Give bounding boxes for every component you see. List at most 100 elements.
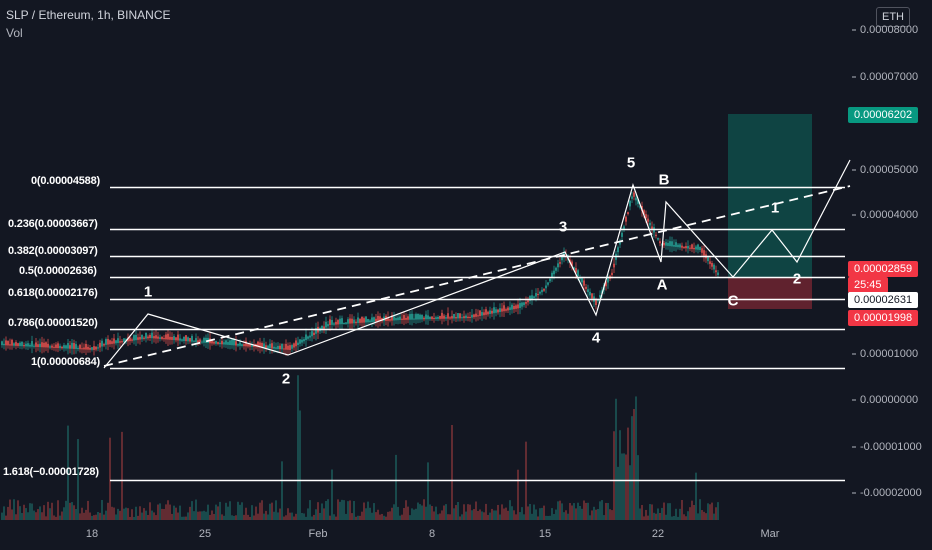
candle-body [297, 342, 299, 345]
candle-body [49, 346, 51, 348]
volume-bar [575, 508, 577, 520]
position-zones[interactable] [728, 114, 812, 309]
candle-body [491, 310, 493, 314]
symbol-title[interactable]: SLP / Ethereum, 1h, BINANCE [6, 8, 171, 22]
long-position-stop-zone[interactable] [728, 277, 812, 309]
volume-bar [545, 515, 547, 520]
volume-bar [531, 513, 533, 520]
volume-bar [111, 506, 113, 520]
volume-bar [201, 511, 203, 520]
volume-bar [493, 510, 495, 520]
candle-body [159, 337, 161, 339]
candle-body [163, 338, 165, 340]
candle-body [113, 338, 115, 344]
volume-bar [145, 510, 147, 520]
volume-bar [623, 453, 625, 520]
candle-body [419, 314, 421, 320]
candle-body [21, 341, 23, 347]
candle-body [183, 336, 185, 341]
volume-bar [489, 512, 491, 520]
target-price-tag: 0.00006202 [848, 107, 919, 123]
candle-body [327, 324, 329, 327]
volume-bar [401, 514, 403, 520]
candle-body [543, 288, 545, 291]
volume-bar [161, 508, 163, 520]
volume-bar [395, 454, 397, 520]
volume-bar [351, 513, 353, 520]
candle-body [607, 276, 609, 283]
volume-bar [327, 499, 329, 520]
volume-bar [495, 510, 497, 520]
dashed-trend-line[interactable] [103, 185, 851, 367]
candle-body [267, 345, 269, 349]
volume-bar [517, 469, 519, 520]
volume-bar [251, 505, 253, 520]
volume-bar [303, 513, 305, 520]
volume-bar [467, 504, 469, 520]
wave-label: 1 [770, 199, 780, 217]
volume-bar [225, 502, 227, 520]
candle-body [681, 245, 683, 248]
trend-drawings[interactable] [103, 159, 851, 369]
volume-bar [509, 500, 511, 520]
candle-body [709, 261, 711, 264]
candle-body [189, 338, 191, 342]
volume-bar [9, 499, 11, 520]
volume-indicator-label[interactable]: Vol [6, 26, 23, 40]
volume-bar [291, 512, 293, 520]
candle-body [59, 345, 61, 349]
price-axis-label: 0.00008000 [860, 24, 919, 36]
candle-body [213, 341, 215, 344]
volume-bar [7, 506, 9, 520]
fib-level-label: 0.236(0.00003667) [8, 218, 98, 230]
candle-body [489, 310, 491, 314]
volume-bar [497, 504, 499, 520]
candle-body [153, 336, 155, 339]
candle-body [667, 242, 669, 246]
candle-body [47, 343, 49, 348]
wave-label: 2 [281, 370, 291, 388]
volume-bar [675, 508, 677, 520]
candle-body [117, 338, 119, 343]
volume-bar [591, 510, 593, 520]
long-position-target-zone[interactable] [728, 114, 812, 277]
volume-bar [407, 506, 409, 520]
price-axis-ticks [852, 29, 856, 494]
candle-body [67, 343, 69, 349]
volume-bar [485, 503, 487, 520]
volume-bar [31, 503, 33, 520]
volume-bar [393, 504, 395, 520]
volume-bar [189, 506, 191, 520]
candle-body [187, 337, 189, 342]
volume-bar [229, 501, 231, 520]
candle-body [697, 244, 699, 250]
volume-bar [429, 504, 431, 520]
volume-bar [257, 513, 259, 520]
volume-bar [233, 515, 235, 520]
impulse-wave-path[interactable] [103, 159, 851, 369]
candle-body [575, 268, 577, 273]
candle-body [109, 340, 111, 345]
candle-body [643, 210, 645, 215]
volume-bar [587, 502, 589, 520]
candle-body [305, 334, 307, 340]
candle-body [311, 331, 313, 337]
volume-bar [315, 509, 317, 520]
fibonacci-retracement[interactable] [110, 186, 845, 482]
candle-body [157, 336, 159, 339]
volume-bar [435, 506, 437, 520]
volume-bar [491, 508, 493, 520]
candle-body [33, 345, 35, 347]
candle-body [439, 315, 441, 319]
candle-body [31, 341, 33, 347]
candle-body [235, 341, 237, 346]
volume-bar [223, 515, 225, 520]
price-axis-label: 0.00007000 [860, 71, 919, 83]
candle-body [325, 321, 327, 328]
volume-bar [67, 425, 69, 520]
candle-body [637, 199, 639, 204]
volume-bar [423, 499, 425, 520]
currency-button[interactable]: ETH [876, 7, 910, 27]
candle-body [341, 318, 343, 325]
